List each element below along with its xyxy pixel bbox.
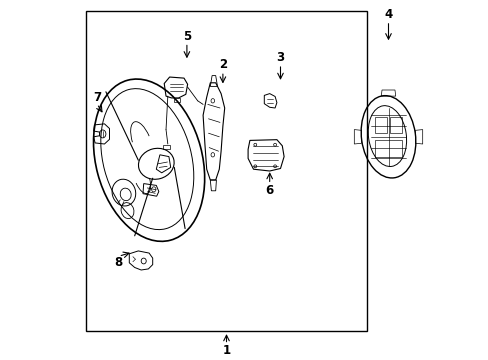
Text: 8: 8 xyxy=(114,256,122,269)
Text: 7: 7 xyxy=(93,91,101,104)
Text: 5: 5 xyxy=(183,30,191,42)
Text: 3: 3 xyxy=(276,51,284,64)
Text: 4: 4 xyxy=(384,8,392,21)
Text: 2: 2 xyxy=(219,58,226,71)
Text: 6: 6 xyxy=(265,184,273,197)
Bar xyxy=(86,11,366,331)
Text: 1: 1 xyxy=(222,345,230,357)
